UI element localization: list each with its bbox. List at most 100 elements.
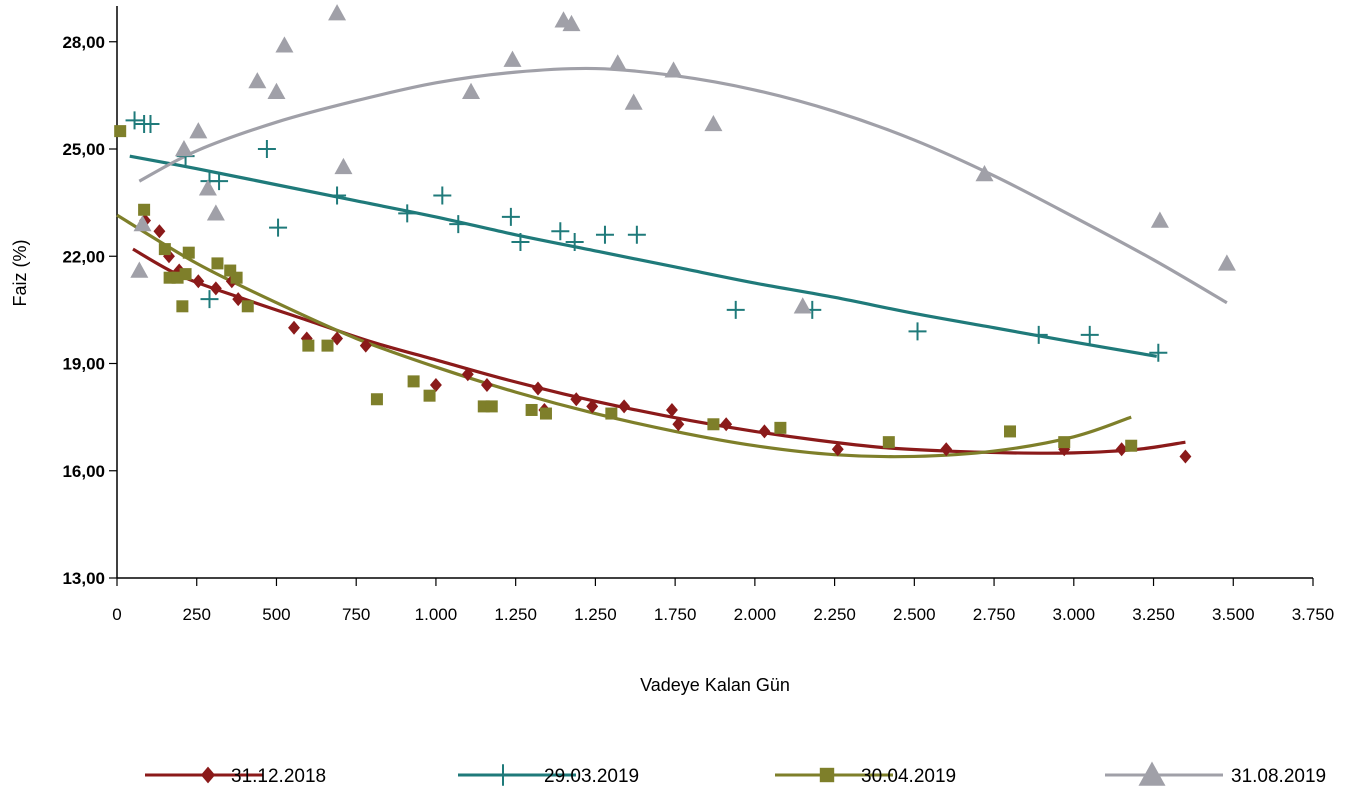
data-point-series-4 xyxy=(130,261,149,278)
y-axis-title: Faiz (%) xyxy=(10,240,30,307)
data-point-series-3 xyxy=(230,271,243,284)
data-point-series-1 xyxy=(192,274,205,289)
data-point-series-1 xyxy=(665,402,678,417)
data-point-series-1 xyxy=(532,381,544,396)
data-point-series-1 xyxy=(359,338,372,353)
legend-item-2: 29.03.2019 xyxy=(458,764,639,787)
data-point-series-1 xyxy=(1115,442,1128,457)
x-tick-label: 2.750 xyxy=(973,605,1016,624)
data-point-series-4 xyxy=(174,140,193,157)
x-tick-label: 0 xyxy=(112,605,121,624)
data-point-series-2 xyxy=(1029,325,1048,344)
x-tick-label: 2.500 xyxy=(893,605,936,624)
data-point-series-2 xyxy=(433,186,452,205)
x-tick-label: 1.750 xyxy=(654,605,697,624)
data-point-series-3 xyxy=(158,243,171,256)
x-tick-label: 1.250 xyxy=(574,605,617,624)
data-point-series-2 xyxy=(398,204,417,223)
trend-line-3 xyxy=(116,213,1132,459)
data-point-series-3 xyxy=(114,125,127,138)
data-point-series-3 xyxy=(176,300,189,313)
data-point-series-4 xyxy=(267,82,286,99)
x-tick-label: 250 xyxy=(183,605,211,624)
data-point-series-3 xyxy=(179,268,192,281)
data-point-series-2 xyxy=(125,111,144,130)
data-point-series-2 xyxy=(449,215,468,234)
y-tick-label: 28,00 xyxy=(62,33,105,52)
data-point-series-1 xyxy=(720,417,733,432)
trend-lines xyxy=(116,66,1228,459)
x-tick-label: 500 xyxy=(262,605,290,624)
x-tick-label: 1.000 xyxy=(415,605,458,624)
data-point-series-2 xyxy=(257,140,276,158)
data-point-series-3 xyxy=(1058,436,1071,449)
legend-label: 30.04.2019 xyxy=(861,766,956,787)
data-point-series-2 xyxy=(328,186,347,205)
data-point-series-1 xyxy=(232,292,245,307)
data-point-series-2 xyxy=(210,172,229,191)
data-point-series-2 xyxy=(141,114,160,133)
data-point-series-2 xyxy=(908,322,927,341)
data-point-series-3 xyxy=(774,421,787,434)
legend-label: 31.12.2018 xyxy=(231,766,326,787)
data-point-series-4 xyxy=(562,14,581,32)
data-point-series-3 xyxy=(407,375,420,388)
data-point-series-2 xyxy=(1149,343,1168,362)
data-point-series-3 xyxy=(302,339,315,352)
data-point-series-1 xyxy=(831,442,844,457)
x-axis-title: Vadeye Kalan Gün xyxy=(640,675,790,695)
data-point-series-2 xyxy=(565,232,584,251)
data-point-series-3 xyxy=(423,389,436,402)
trend-line-2 xyxy=(129,154,1157,358)
legend-label: 31.08.2019 xyxy=(1231,766,1326,787)
legend-item-3: 30.04.2019 xyxy=(775,766,956,787)
data-point-series-3 xyxy=(1125,439,1138,452)
data-point-series-1 xyxy=(153,224,166,239)
y-tick-label: 25,00 xyxy=(62,140,105,159)
data-point-series-2 xyxy=(627,225,646,244)
data-points xyxy=(114,4,1236,464)
data-point-series-3 xyxy=(539,407,552,420)
data-point-series-2 xyxy=(726,300,745,319)
x-tick-label: 3.750 xyxy=(1292,605,1335,624)
data-point-series-3 xyxy=(485,400,498,413)
data-point-series-1 xyxy=(331,331,344,346)
y-tick-label: 16,00 xyxy=(62,462,105,481)
data-point-series-3 xyxy=(241,300,254,313)
data-point-series-2 xyxy=(501,207,520,226)
data-point-series-1 xyxy=(288,320,300,335)
legend-marker xyxy=(200,766,216,784)
data-point-series-4 xyxy=(1150,211,1169,228)
data-point-series-1 xyxy=(758,424,771,439)
data-point-series-4 xyxy=(664,61,683,78)
x-tick-label: 3.250 xyxy=(1132,605,1175,624)
data-point-series-2 xyxy=(511,232,530,251)
data-point-series-2 xyxy=(595,225,614,244)
data-point-series-4 xyxy=(1217,254,1236,271)
data-point-series-2 xyxy=(200,290,219,309)
data-point-series-1 xyxy=(429,377,442,392)
data-point-series-4 xyxy=(704,114,723,132)
data-point-series-1 xyxy=(672,417,685,432)
trend-line-4 xyxy=(138,66,1228,305)
legend-item-1: 31.12.2018 xyxy=(145,766,326,787)
data-point-series-2 xyxy=(551,222,570,241)
data-point-series-3 xyxy=(707,418,720,431)
data-point-series-4 xyxy=(189,122,208,139)
data-point-series-3 xyxy=(605,407,618,420)
trend-line-1 xyxy=(132,247,1186,455)
legend-marker xyxy=(1138,761,1166,786)
data-point-series-4 xyxy=(462,82,481,99)
data-point-series-3 xyxy=(1004,425,1017,438)
legend-label: 29.03.2019 xyxy=(544,766,639,787)
data-point-series-1 xyxy=(461,367,474,382)
data-point-series-3 xyxy=(321,339,334,352)
legend-item-4: 31.08.2019 xyxy=(1105,761,1326,787)
data-point-series-4 xyxy=(793,297,812,314)
data-point-series-3 xyxy=(525,403,538,416)
data-point-series-1 xyxy=(618,399,631,414)
axes: 0 250 500 750 1.000 1.250 1.250 1.750 2.000 2.250… xyxy=(62,6,1334,624)
data-point-series-3 xyxy=(182,246,195,259)
x-tick-label: 3.500 xyxy=(1212,605,1255,624)
data-point-series-4 xyxy=(206,204,225,221)
